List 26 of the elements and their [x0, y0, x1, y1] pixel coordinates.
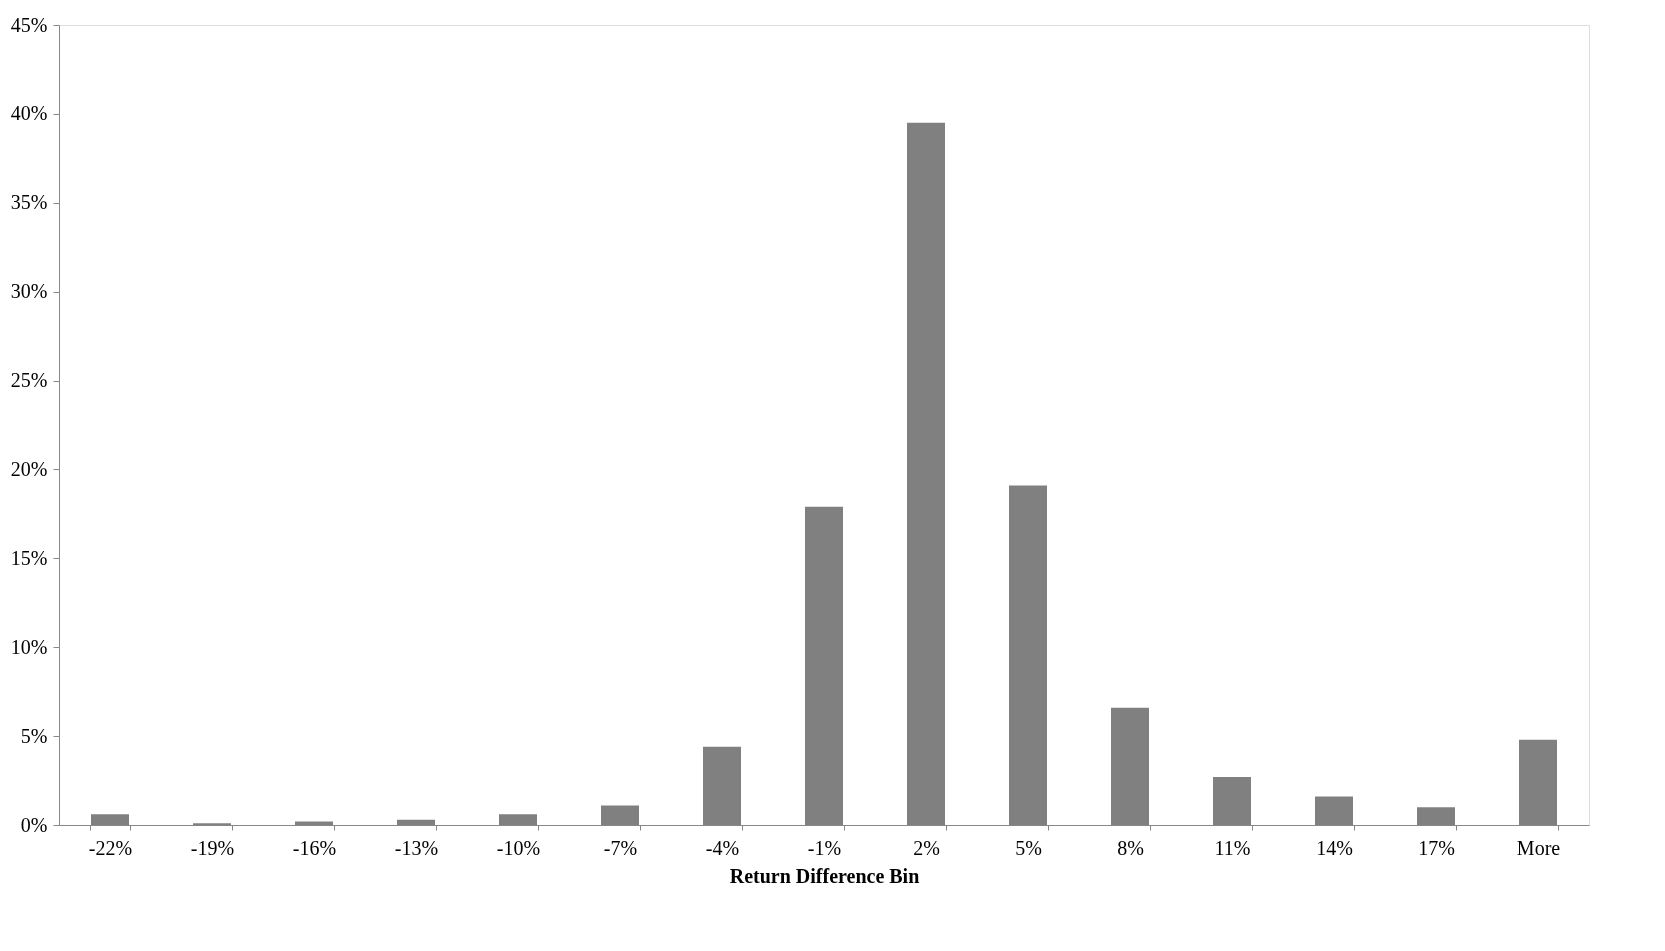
x-tick-label: -7%	[603, 836, 638, 859]
x-tick-label: 5%	[1015, 836, 1042, 859]
y-tick-label: 5%	[20, 724, 48, 747]
y-tick-label: 10%	[10, 635, 48, 658]
x-tick-label: 17%	[1418, 836, 1455, 859]
y-tick-label: 15%	[10, 546, 48, 569]
x-tick-label: -1%	[807, 836, 842, 859]
y-tick-label: 0%	[20, 813, 48, 836]
y-tick-label: 20%	[10, 457, 48, 480]
x-tick-label: 8%	[1117, 836, 1144, 859]
x-tick-label: -13%	[394, 836, 439, 859]
y-tick-label: 45%	[10, 13, 48, 36]
x-tick-label: More	[1516, 836, 1561, 859]
x-axis-title: Return Difference Bin	[729, 864, 920, 887]
x-tick-label: 14%	[1316, 836, 1353, 859]
x-tick-label: -4%	[705, 836, 740, 859]
y-tick-label: 40%	[10, 102, 48, 125]
x-tick-label: -19%	[190, 836, 235, 859]
x-tick-label: -22%	[88, 836, 133, 859]
y-tick-label: 25%	[10, 369, 48, 392]
x-tick-label: -10%	[496, 836, 541, 859]
x-tick-label: 11%	[1214, 836, 1251, 859]
x-tick-label: 2%	[913, 836, 940, 859]
y-tick-label: 30%	[10, 280, 48, 303]
y-tick-label: 35%	[10, 191, 48, 214]
x-tick-label: -16%	[292, 836, 337, 859]
